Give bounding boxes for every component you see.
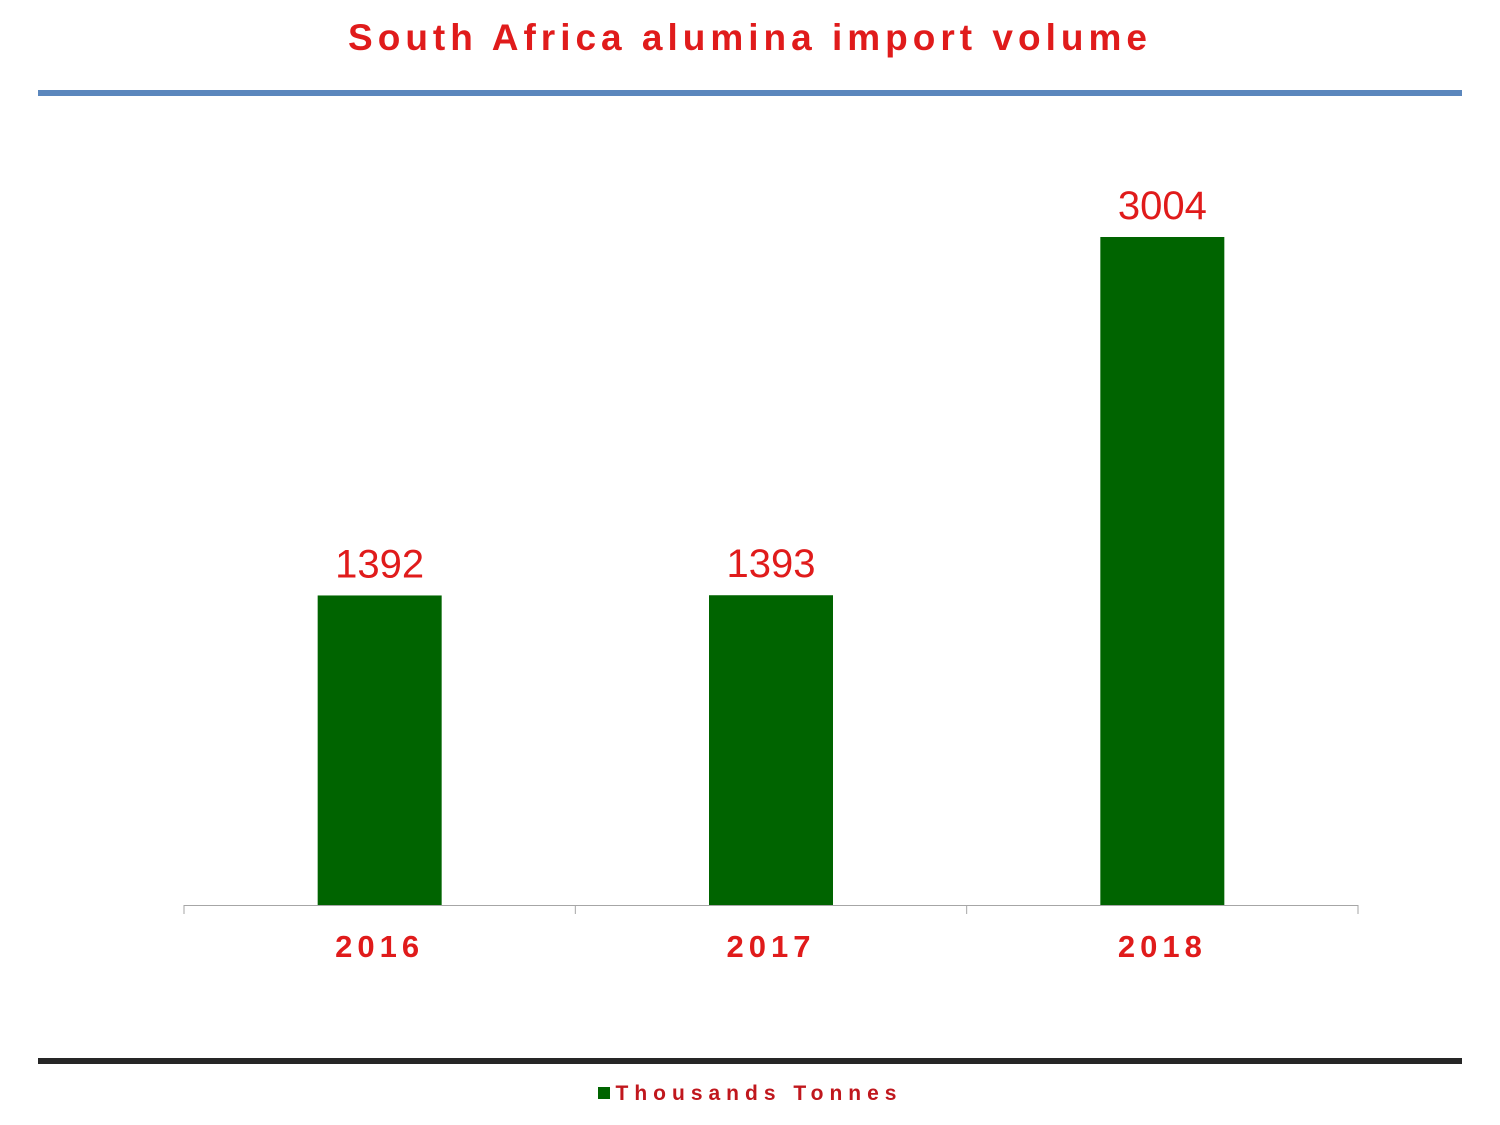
- title-divider: [38, 90, 1462, 96]
- data-label-2017: 1393: [727, 542, 816, 586]
- data-label-2018: 3004: [1118, 184, 1207, 228]
- legend-divider: [38, 1058, 1462, 1064]
- bar-2016: [317, 595, 442, 905]
- legend: Thousands Tonnes: [0, 1080, 1500, 1108]
- legend-label: Thousands Tonnes: [615, 1082, 903, 1105]
- chart-title: South Africa alumina import volume: [348, 17, 1152, 58]
- legend-swatch: [597, 1087, 610, 1099]
- bar-2017: [709, 595, 833, 905]
- x-tick-label-2017: 2017: [727, 929, 816, 964]
- x-tick-label-2016: 2016: [335, 929, 424, 964]
- x-tick-label-2018: 2018: [1118, 929, 1207, 964]
- data-label-2016: 1392: [335, 542, 424, 586]
- bar-2018: [1100, 237, 1225, 905]
